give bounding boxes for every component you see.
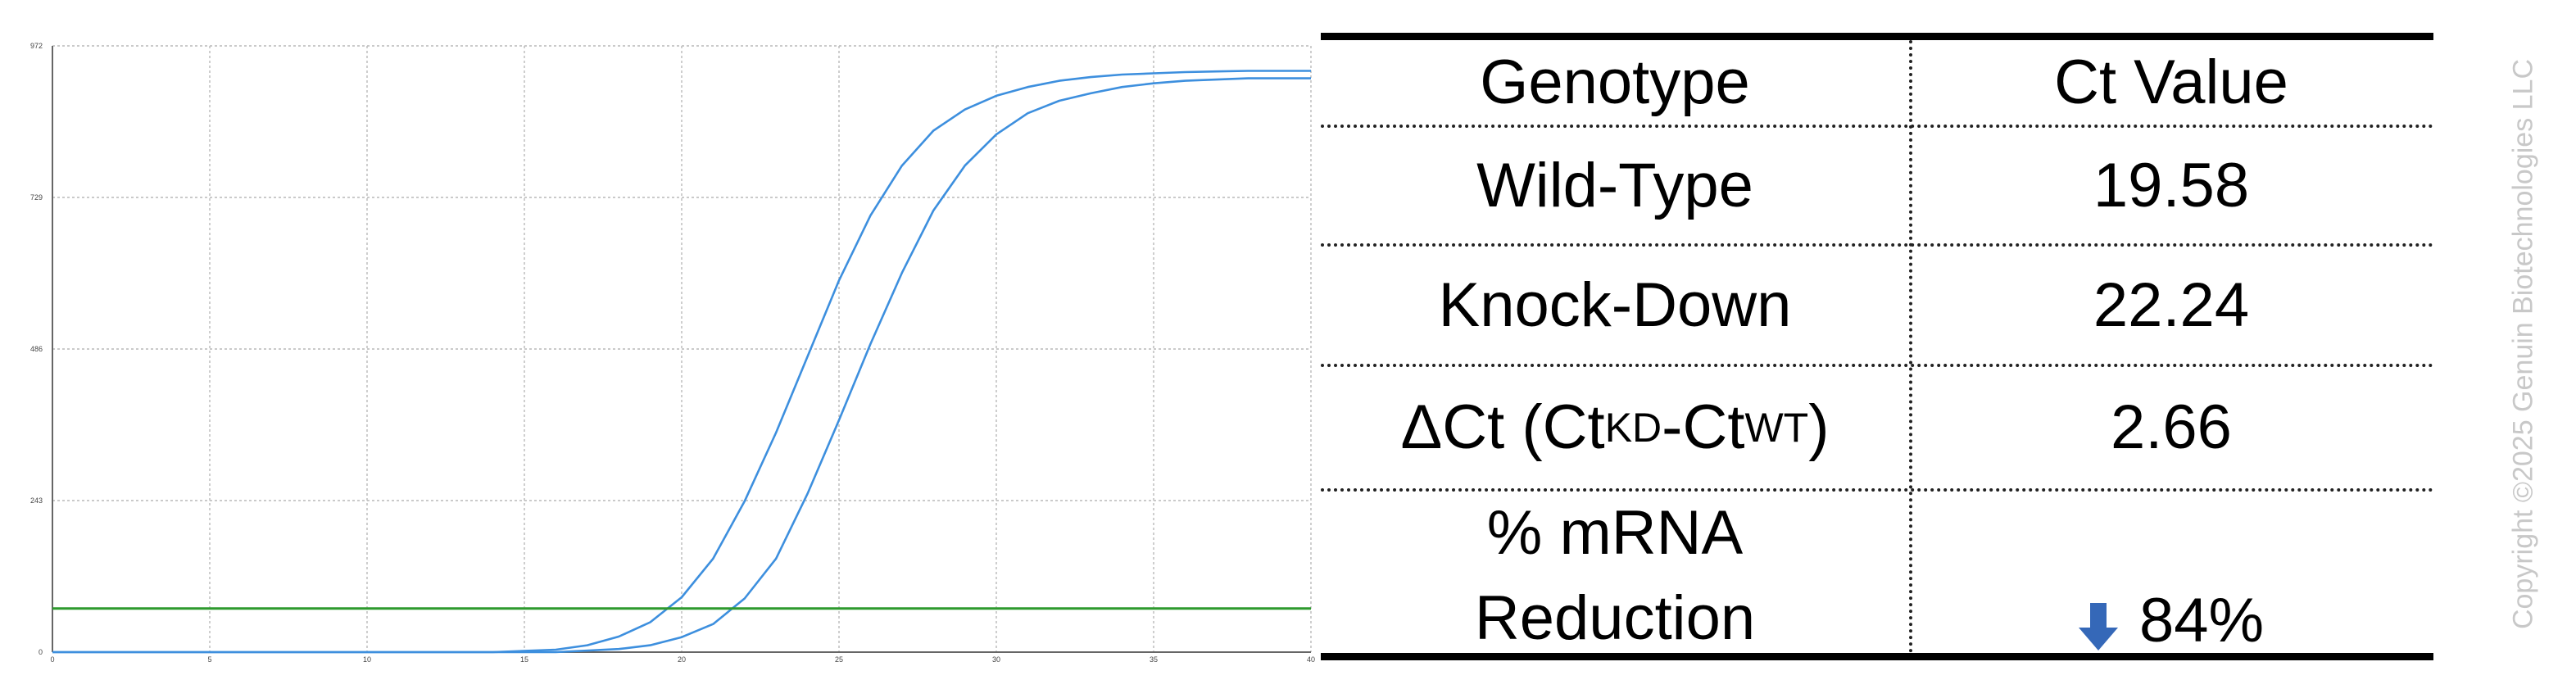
amplification-curve-1 <box>52 70 1311 654</box>
table-row-knock-down: Knock-Down 22.24 <box>1321 247 2433 367</box>
row-value: 84% <box>1909 492 2433 660</box>
chart-gridlines <box>52 45 1312 652</box>
table-row-wild-type: Wild-Type 19.58 <box>1321 128 2433 247</box>
y-tick-label: 0 <box>39 648 43 656</box>
delta-ct-mid: -Ct <box>1662 392 1745 462</box>
reduction-value: 84% <box>2138 586 2265 655</box>
amplification-curve-2 <box>52 77 1311 654</box>
x-tick-label: 0 <box>50 655 54 664</box>
label-line-1: % mRNA <box>1486 498 1744 568</box>
delta-ct-suffix: ) <box>1808 392 1830 462</box>
table-row-delta-ct: ΔCt (Ct KD -Ct WT) 2.66 <box>1321 367 2433 492</box>
results-table: Genotype Ct Value Wild-Type 19.58 Knock-… <box>1321 33 2433 660</box>
x-tick-label: 10 <box>363 655 371 664</box>
chart-tick-labels: 0 5 10 15 20 25 30 35 40 0 243 486 729 972 <box>30 42 1315 664</box>
x-tick-label: 25 <box>835 655 843 664</box>
y-tick-label: 243 <box>30 496 43 505</box>
delta-ct-sub-kd: KD <box>1604 405 1662 451</box>
row-value: 2.66 <box>2111 392 2232 462</box>
row-value: 19.58 <box>2093 150 2250 220</box>
column-divider <box>1909 40 1912 653</box>
row-value: 22.24 <box>2093 270 2250 340</box>
x-tick-label: 20 <box>678 655 686 664</box>
y-tick-label: 486 <box>30 345 43 353</box>
x-tick-label: 30 <box>992 655 1000 664</box>
copyright-text: Copyright ©2025 Genuin Biotechnologies L… <box>2507 58 2539 630</box>
row-label: Knock-Down <box>1438 270 1792 340</box>
x-tick-label: 5 <box>207 655 211 664</box>
table-row-mrna-reduction: % mRNA Reduction 84% <box>1321 492 2433 660</box>
down-arrow-icon <box>2078 603 2118 650</box>
row-label: % mRNA Reduction <box>1321 492 1909 660</box>
delta-ct-sub-wt: WT <box>1744 405 1809 451</box>
delta-ct-prefix: ΔCt (Ct <box>1400 392 1605 462</box>
x-tick-label: 15 <box>520 655 528 664</box>
row-label: ΔCt (Ct KD -Ct WT) <box>1321 367 1909 488</box>
chart-series <box>52 70 1311 654</box>
label-line-2: Reduction <box>1474 583 1756 653</box>
row-label: Wild-Type <box>1476 150 1753 220</box>
header-genotype: Genotype <box>1480 47 1750 117</box>
x-tick-label: 35 <box>1150 655 1158 664</box>
x-tick-label: 40 <box>1307 655 1315 664</box>
y-tick-label: 729 <box>30 193 43 202</box>
table-header-row: Genotype Ct Value <box>1321 40 2433 128</box>
amplification-chart: 0 5 10 15 20 25 30 35 40 0 243 486 729 972 <box>30 42 1315 664</box>
y-tick-label: 972 <box>30 42 43 50</box>
header-ct-value: Ct Value <box>2054 47 2288 117</box>
